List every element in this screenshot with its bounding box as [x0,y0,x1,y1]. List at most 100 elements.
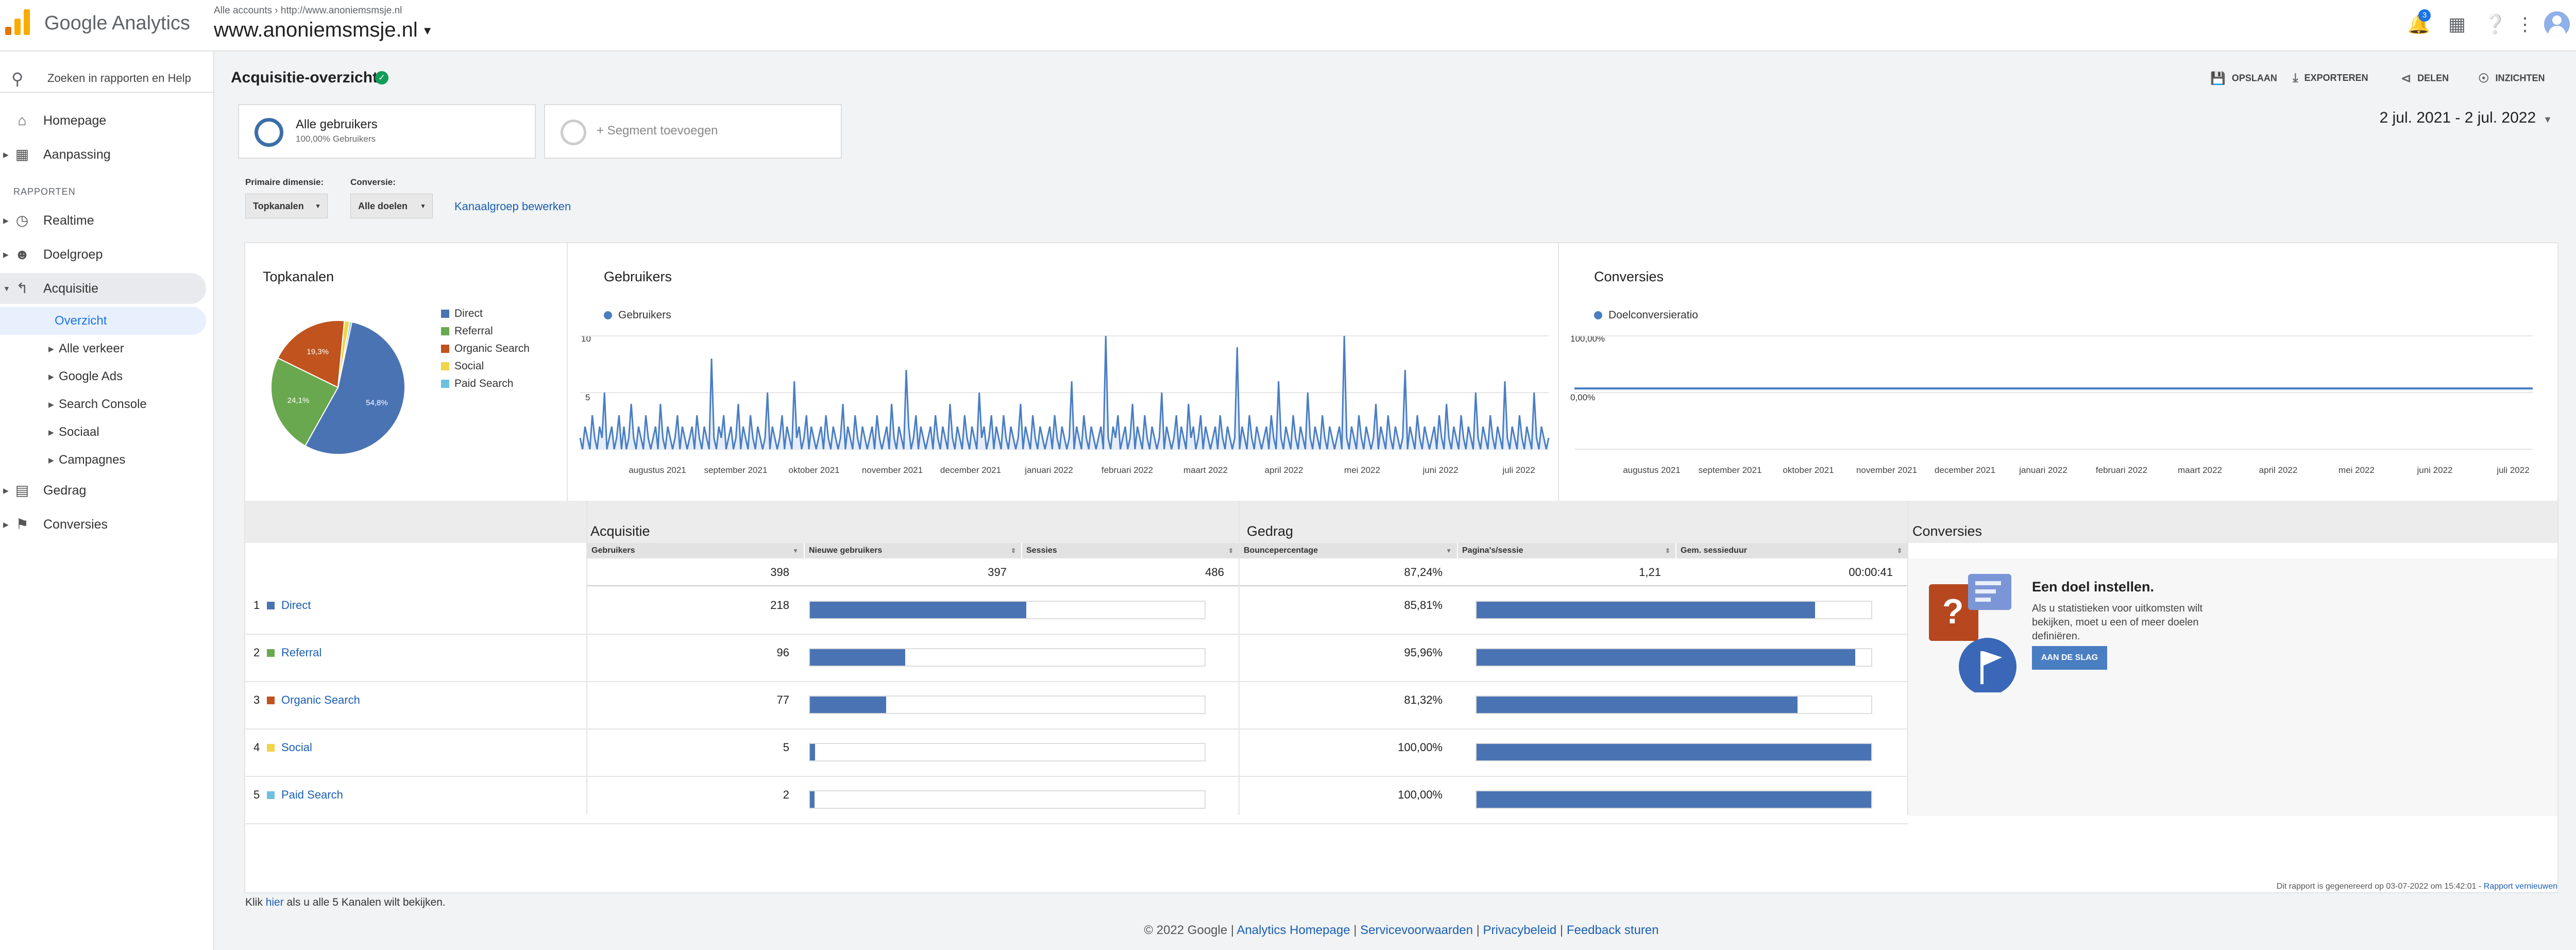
table-row[interactable]: 5 Paid Search 2 100,00% [245,777,1908,824]
conv-chart-legend[interactable]: Doelconversieratio [1594,309,1698,321]
share-button[interactable]: ⊲ DELEN [2401,72,2449,86]
expand-icon: ▶ [3,216,9,225]
sort-icon: ⇕ [1010,547,1016,554]
total-nieuwe-gebruikers: 397 [805,558,1022,586]
help-icon[interactable]: ❔ [2483,13,2507,35]
total-paginas-sessie: 1,21 [1458,558,1676,586]
legend-item[interactable]: Social [441,358,530,375]
analytics-logo-icon[interactable] [3,9,34,35]
pie-slice[interactable] [270,357,339,447]
sidebar-item-aanpassing[interactable]: ▶ ▦ Aanpassing [0,139,206,170]
sidebar-item-doelgroep[interactable]: ▶ ☻ Doelgroep [0,239,206,270]
sidebar-item-acquisitie[interactable]: ▼ ↰ Acquisitie [0,273,206,304]
bounce-bar-fill [1477,697,1798,713]
users-chart-legend[interactable]: Gebruikers [604,309,671,321]
total-gem-sessieduur: 00:00:41 [1676,558,1908,586]
save-button[interactable]: 💾 OPSLAAN [2210,72,2277,86]
channel-link[interactable]: Social [281,741,312,754]
breadcrumb[interactable]: Alle accounts › http://www.anoniemsmsje.… [214,5,402,16]
x-tick-label: juli 2022 [1502,465,1535,475]
channel-color-swatch [267,791,275,799]
account-selector[interactable]: www.anoniemsmsje.nl ▼ [214,19,433,42]
channel-link[interactable]: Referral [281,646,322,659]
sidebar-sub-google-ads[interactable]: ▶ Google Ads [0,363,206,391]
sidebar-sub-overzicht[interactable]: Overzicht [0,307,206,335]
divider [1558,243,1559,501]
expand-icon: ▶ [48,400,54,409]
share-icon: ⊲ [2401,72,2412,86]
legend-item[interactable]: Direct [441,305,530,323]
segment-all-users[interactable]: Alle gebruikers 100,00% Gebruikers [238,104,536,159]
table-row[interactable]: 3 Organic Search 77 81,32% [245,682,1908,730]
total-sessies: 486 [1022,558,1240,586]
channel-link[interactable]: Paid Search [281,788,343,801]
footer-link[interactable]: Servicevoorwaarden [1360,923,1473,937]
account-name: www.anoniemsmsje.nl [214,19,418,41]
avatar-icon[interactable] [2544,11,2570,37]
channel-link[interactable]: Direct [281,599,311,612]
pie-slice[interactable] [337,320,353,388]
cell-gebruikers: 218 [770,599,789,612]
pie-slice[interactable] [277,320,345,388]
apps-icon[interactable]: ▦ [2448,13,2466,35]
view-all-channels-text: Klik hier als u alle 5 Kanalen wilt beki… [245,896,446,908]
footer-link[interactable]: Privacybeleid [1483,923,1557,937]
insights-button[interactable]: ☉ INZICHTEN [2478,72,2545,86]
bounce-bar-fill [1477,649,1856,666]
pie-slice-label: 24,1% [287,396,310,405]
get-started-button[interactable]: AAN DE SLAG [2032,646,2107,670]
breadcrumb-all-accounts[interactable]: Alle accounts [214,5,273,16]
svg-text:?: ? [1942,592,1964,631]
expand-icon: ▶ [48,345,54,353]
sidebar-item-gedrag[interactable]: ▶ ▤ Gedrag [0,475,206,506]
x-tick-label: februari 2022 [2096,465,2147,475]
bell-icon[interactable]: 🔔 3 [2406,9,2432,37]
col-sessies[interactable]: Sessies ⇕ [1022,543,1240,558]
edit-channel-group-link[interactable]: Kanaalgroep bewerken [454,200,571,213]
col-nieuwe-gebruikers[interactable]: Nieuwe gebruikers ⇕ [805,543,1022,558]
bounce-bar-fill [1477,791,1871,808]
overview-panel: Topkanalen 54,8% 24,1% 19,3% Direct Referr… [244,242,2558,893]
sidebar-item-label: Gedrag [43,483,87,498]
table-row[interactable]: 4 Social 5 100,00% [245,730,1908,777]
sidebar-sub-campagnes[interactable]: ▶ Campagnes [0,446,206,474]
col-gem-sessieduur[interactable]: Gem. sessieduur ⇕ [1676,543,1908,558]
legend-item[interactable]: Organic Search [441,340,530,358]
cell-gebruikers: 77 [776,693,789,706]
pie-slice[interactable] [304,321,405,455]
sidebar-item-realtime[interactable]: ▶ ◷ Realtime [0,205,206,236]
footer-link[interactable]: Analytics Homepage [1236,923,1350,937]
refresh-report-link[interactable]: Rapport vernieuwen [2483,882,2557,891]
conversion-select[interactable]: Alle doelen ▼ [350,194,433,218]
more-vert-icon[interactable]: ⋮ [2516,13,2534,35]
export-button[interactable]: ⤓ EXPORTEREN [2293,71,2368,85]
sidebar-item-homepage[interactable]: ⌂ Homepage [0,105,206,136]
col-bouncepercentage[interactable]: Bouncepercentage ▼ [1240,543,1458,558]
sidebar-item-conversies[interactable]: ▶ ⚑ Conversies [0,509,206,540]
legend-item[interactable]: Referral [441,323,530,340]
table-row[interactable]: 2 Referral 96 95,96% [245,635,1908,682]
goal-illustration-icon: ? [1929,574,2016,692]
view-all-link[interactable]: hier [265,896,284,908]
divider [586,501,587,815]
footer-link[interactable]: Feedback sturen [1566,923,1659,937]
search-input[interactable]: Zoeken in rapporten en Help [47,72,191,84]
row-rank: 5 [253,788,260,801]
breadcrumb-property[interactable]: http://www.anoniemsmsje.nl [280,5,402,16]
table-row[interactable]: 1 Direct 218 85,81% [245,587,1908,635]
primary-dimension-select[interactable]: Topkanalen ▼ [245,194,328,218]
channel-link[interactable]: Organic Search [281,693,360,706]
sidebar-sub-search-console[interactable]: ▶ Search Console [0,391,206,418]
sidebar-sub-alle-verkeer[interactable]: ▶ Alle verkeer [0,335,206,363]
expand-icon: ▶ [3,486,9,495]
col-gebruikers[interactable]: Gebruikers ▼ [587,543,805,558]
sidebar-sub-sociaal[interactable]: ▶ Sociaal [0,418,206,446]
legend-item[interactable]: Paid Search [441,375,530,393]
col-paginas-sessie[interactable]: Pagina's/sessie ⇕ [1458,543,1676,558]
sidebar-item-label: Homepage [43,113,107,128]
sidebar-search[interactable]: ⚲ Zoeken in rapporten en Help [0,62,214,93]
add-segment-button[interactable]: + Segment toevoegen [544,104,842,159]
date-range-picker[interactable]: 2 jul. 2021 - 2 jul. 2022 ▼ [2379,109,2552,126]
x-tick-label: september 2021 [1699,465,1762,475]
x-tick-label: maart 2022 [1183,465,1228,475]
